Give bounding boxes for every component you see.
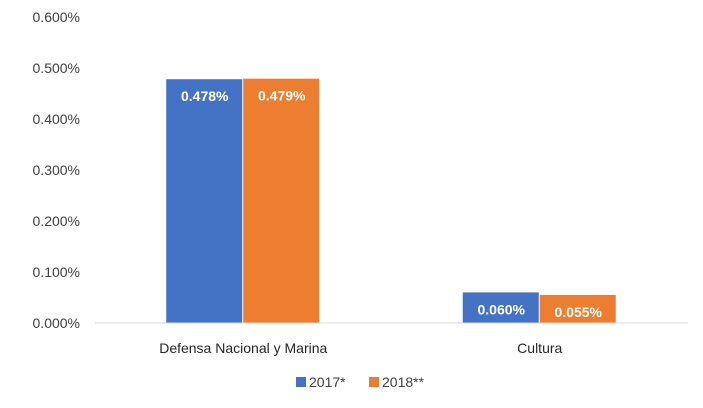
data-label: 0.478% (181, 88, 229, 104)
x-category-label: Defensa Nacional y Marina (159, 340, 327, 356)
y-tick-label: 0.000% (33, 315, 80, 331)
y-tick-label: 0.600% (33, 9, 80, 25)
y-tick-label: 0.300% (33, 162, 80, 178)
x-category-label: Cultura (517, 340, 562, 356)
data-label: 0.060% (478, 301, 526, 317)
bar (539, 294, 616, 323)
x-axis: Defensa Nacional y Marina Cultura (159, 340, 562, 356)
y-tick-label: 0.400% (33, 111, 80, 127)
y-tick-label: 0.500% (33, 60, 80, 76)
bars: 0.478% 0.479% 0.060% 0.055% (166, 78, 616, 324)
legend-label: 2018** (382, 374, 425, 390)
bar (462, 292, 539, 323)
legend-swatch (369, 377, 379, 387)
bar (243, 78, 320, 324)
data-label: 0.055% (555, 304, 603, 320)
legend-label: 2017* (309, 374, 346, 390)
bar (166, 79, 243, 323)
y-axis: 0.000% 0.100% 0.200% 0.300% 0.400% 0.500% 0.60… (33, 9, 80, 331)
legend: 2017* 2018** (296, 374, 425, 390)
y-tick-label: 0.100% (33, 264, 80, 280)
y-tick-label: 0.200% (33, 213, 80, 229)
data-label: 0.479% (258, 88, 306, 104)
legend-swatch (296, 377, 306, 387)
